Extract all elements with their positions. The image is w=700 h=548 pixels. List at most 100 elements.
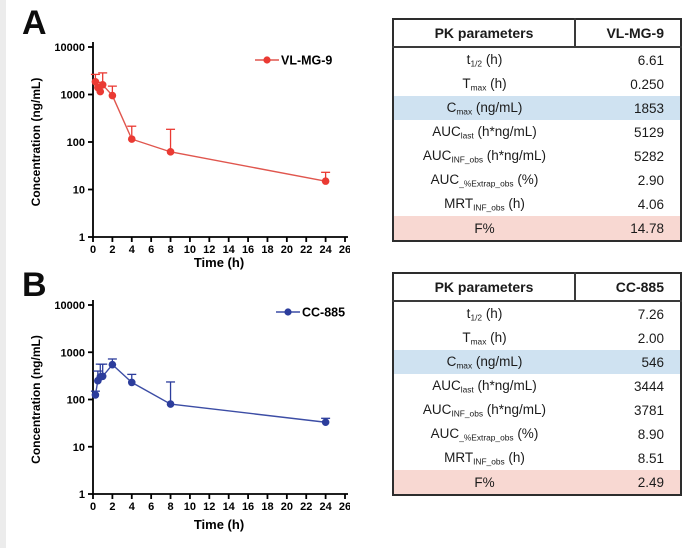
table-row: t1/2 (h) 7.26 bbox=[393, 301, 681, 326]
parameter-value-cell: 3444 bbox=[633, 378, 664, 394]
parameter-name-cell: AUC_%Extrap_obs (%) bbox=[430, 425, 539, 443]
x-axis-title: Time (h) bbox=[194, 517, 244, 532]
parameter-name-cell: F% bbox=[393, 470, 575, 495]
x-tick-label: 6 bbox=[148, 501, 154, 513]
y-tick-label: 1000 bbox=[61, 347, 85, 359]
table-row: AUClast (h*ng/mL) 3444 bbox=[393, 374, 681, 398]
x-tick-label: 12 bbox=[203, 501, 215, 513]
parameter-name-cell: t1/2 (h) bbox=[466, 305, 503, 323]
compound-name-header: CC-885 bbox=[575, 273, 681, 302]
x-tick-label: 8 bbox=[167, 501, 173, 513]
y-tick-label: 10000 bbox=[54, 300, 85, 312]
table-row: Cmax (ng/mL) 1853 bbox=[393, 96, 681, 120]
x-tick-label: 26 bbox=[339, 244, 350, 256]
parameter-value-cell: 0.250 bbox=[630, 76, 664, 92]
data-point bbox=[127, 135, 136, 143]
x-tick-label: 0 bbox=[90, 501, 96, 513]
parameter-value-cell: 5282 bbox=[633, 148, 664, 164]
x-tick-label: 8 bbox=[167, 244, 173, 256]
x-tick-label: 16 bbox=[242, 501, 254, 513]
x-tick-label: 22 bbox=[300, 501, 312, 513]
table-row: AUCINF_obs (h*ng/mL) 5282 bbox=[393, 144, 681, 168]
table-row: Cmax (ng/mL) 546 bbox=[393, 350, 681, 374]
parameter-name-cell: AUClast (h*ng/mL) bbox=[432, 377, 537, 395]
y-tick-label: 1 bbox=[79, 489, 85, 501]
y-tick-label: 10 bbox=[73, 185, 85, 197]
table-row: AUClast (h*ng/mL) 5129 bbox=[393, 120, 681, 144]
parameter-name-cell: MRTINF_obs (h) bbox=[444, 195, 525, 213]
axis-lines bbox=[92, 300, 348, 495]
data-point bbox=[108, 91, 117, 100]
parameter-name-cell: t1/2 (h) bbox=[466, 51, 503, 69]
data-point bbox=[166, 400, 175, 408]
data-point bbox=[166, 148, 175, 156]
legend-marker-icon bbox=[263, 56, 271, 64]
legend-label: CC-885 bbox=[302, 306, 345, 320]
parameter-value-cell: 6.61 bbox=[637, 52, 664, 68]
pk-parameters-header: PK parameters bbox=[393, 273, 576, 302]
x-tick-label: 20 bbox=[281, 501, 293, 513]
x-tick-label: 4 bbox=[129, 244, 136, 256]
data-point bbox=[91, 391, 100, 399]
table-row: MRTINF_obs (h) 4.06 bbox=[393, 192, 681, 216]
legend-marker-icon bbox=[284, 308, 292, 316]
y-axis-title: Concentration (ng/mL) bbox=[29, 78, 43, 207]
data-point bbox=[91, 77, 100, 86]
x-tick-label: 22 bbox=[300, 244, 312, 256]
parameter-name-cell: AUCINF_obs (h*ng/mL) bbox=[422, 147, 547, 165]
data-point bbox=[321, 177, 330, 185]
series-line bbox=[94, 81, 326, 182]
x-tick-label: 0 bbox=[90, 244, 96, 256]
parameter-name-cell: F% bbox=[393, 216, 575, 241]
parameter-value-cell: 546 bbox=[575, 350, 681, 374]
parameter-name-cell: Cmax (ng/mL) bbox=[393, 350, 575, 374]
x-tick-label: 26 bbox=[339, 501, 350, 513]
x-tick-label: 16 bbox=[242, 244, 254, 256]
pk-concentration-plot-vl-mg-9: 1 10 100 1000 10000 0 2 4 6 8 10 12 14 16 18 20 22 24 26 Ti… bbox=[28, 33, 351, 281]
pk-parameters-table-vl-mg-9: PK parameters VL-MG-9 t1/2 (h) 6.61 Tmax (h)… bbox=[392, 18, 682, 242]
x-tick-label: 18 bbox=[261, 244, 273, 256]
panel-label-a: A bbox=[22, 4, 47, 42]
table-row: AUC_%Extrap_obs (%) 8.90 bbox=[393, 422, 681, 446]
x-axis-title: Time (h) bbox=[194, 255, 244, 270]
x-tick-label: 18 bbox=[261, 501, 273, 513]
y-tick-label: 100 bbox=[67, 137, 85, 149]
x-tick-label: 4 bbox=[129, 501, 136, 513]
x-tick-label: 12 bbox=[203, 244, 215, 256]
parameter-name-cell: MRTINF_obs (h) bbox=[444, 449, 525, 467]
compound-name-header: VL-MG-9 bbox=[575, 19, 681, 48]
x-tick-label: 10 bbox=[184, 501, 196, 513]
table-row: MRTINF_obs (h) 8.51 bbox=[393, 446, 681, 470]
parameter-name-cell: AUClast (h*ng/mL) bbox=[432, 123, 537, 141]
x-tick-label: 20 bbox=[281, 244, 293, 256]
parameter-name-cell: Cmax (ng/mL) bbox=[393, 96, 575, 120]
parameter-value-cell: 3781 bbox=[633, 402, 664, 418]
table-header-row: PK parameters CC-885 bbox=[393, 273, 681, 302]
data-point bbox=[96, 87, 105, 96]
y-axis-title: Concentration (ng/mL) bbox=[29, 335, 43, 464]
pk-concentration-plot-cc-885: 1 10 100 1000 10000 0 2 4 6 8 10 12 14 16 18 20 22 24 26 Ti… bbox=[28, 291, 351, 539]
table-header-row: PK parameters VL-MG-9 bbox=[393, 19, 681, 48]
data-point bbox=[98, 372, 107, 381]
table-row: F% 14.78 bbox=[393, 216, 681, 241]
x-tick-label: 6 bbox=[148, 244, 154, 256]
pk-parameters-header: PK parameters bbox=[393, 19, 576, 48]
y-tick-label: 100 bbox=[67, 395, 85, 407]
parameter-value-cell: 14.78 bbox=[575, 216, 681, 241]
parameter-value-cell: 5129 bbox=[633, 124, 664, 140]
y-tick-label: 1 bbox=[79, 232, 85, 244]
x-tick-label: 2 bbox=[109, 501, 115, 513]
table-row: Tmax (h) 0.250 bbox=[393, 72, 681, 96]
data-point bbox=[108, 360, 117, 369]
parameter-value-cell: 8.51 bbox=[637, 450, 664, 466]
parameter-value-cell: 2.00 bbox=[637, 330, 664, 346]
series-line bbox=[94, 363, 326, 423]
y-tick-label: 10000 bbox=[54, 42, 85, 54]
x-tick-label: 14 bbox=[223, 501, 236, 513]
table-row: F% 2.49 bbox=[393, 470, 681, 495]
data-point bbox=[127, 378, 136, 387]
table-row: AUC_%Extrap_obs (%) 2.90 bbox=[393, 168, 681, 192]
data-point bbox=[98, 81, 107, 89]
